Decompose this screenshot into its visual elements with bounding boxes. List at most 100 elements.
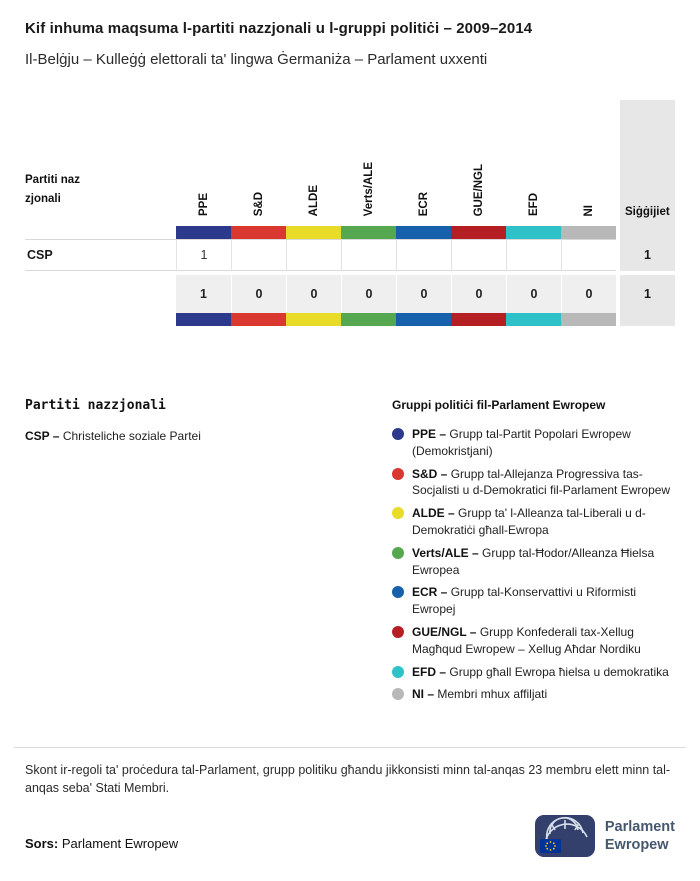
column-header-ppe: PPE: [176, 100, 231, 226]
color-bar-ecr: [396, 313, 451, 326]
footer-row: Sors: Parlament Ewropew: [25, 815, 675, 858]
legend-group-gue-ngl: GUE/NGL – Grupp Konfederali tax-Xellug M…: [392, 624, 675, 658]
color-bar-gue-ngl: [451, 313, 506, 326]
logo-wordmark: Parlament Ewropew: [605, 818, 675, 854]
verts-ale-color-dot-icon: [392, 546, 404, 559]
color-bar-efd: [506, 313, 561, 326]
group-abbr: GUE/NGL –: [412, 624, 477, 639]
legend-parties-title: Partiti nazzjonali: [25, 398, 166, 413]
sd-color-dot-icon: [392, 467, 404, 480]
row-header-cell: Partiti nazzjonali: [25, 100, 176, 226]
legend-group-sd: S&D – Grupp tal-Allejanza Progressiva ta…: [392, 466, 675, 500]
legend-group-ppe: PPE – Grupp tal-Partit Popolari Ewropew …: [392, 426, 675, 460]
spacer-cell: [25, 275, 176, 313]
cell-csp-seats: 1: [620, 239, 675, 271]
cell-csp-efd: [506, 239, 561, 271]
cell-csp-ppe: 1: [176, 239, 231, 271]
logo-word-line2: Ewropew: [604, 837, 669, 854]
seats-header-label: Siġġijiet: [625, 206, 670, 218]
spacer-cell: [25, 226, 176, 239]
column-header-efd: EFD: [506, 100, 561, 226]
total-alde: 0: [286, 275, 341, 313]
color-bar-row-top: [25, 226, 675, 239]
column-header-verts-ale: Verts/ALE: [341, 100, 396, 226]
legend-group-verts-ale: Verts/ALE – Grupp tal-Ħodor/Alleanza Ħie…: [392, 545, 675, 579]
total-seats: 1: [620, 275, 675, 313]
color-bar-ni: [561, 226, 616, 239]
total-sd: 0: [231, 275, 286, 313]
source-value: Parlament Ewropew: [58, 836, 179, 852]
color-bar-alde: [286, 226, 341, 239]
table-totals-row: 1 0 0 0 0 0 0 0 1: [25, 275, 675, 313]
logo-word-line1: Parlament: [604, 819, 675, 836]
cell-csp-alde: [286, 239, 341, 271]
total-ecr: 0: [396, 275, 451, 313]
page-subtitle: Il-Belġju – Kulleġġ elettorali ta' lingw…: [25, 51, 488, 68]
results-table: Partiti nazzjonali PPE S&D ALDE Verts/AL…: [25, 100, 675, 326]
cell-csp-verts-ale: [341, 239, 396, 271]
group-desc: Grupp tal-Konservattivi u Riformisti Ewr…: [412, 585, 637, 617]
column-header-label: Verts/ALE: [362, 161, 375, 216]
color-bar-ppe: [176, 226, 231, 239]
group-desc: Grupp għall Ewropa ħielsa u demokratika: [449, 664, 669, 679]
legend-group-ecr: ECR – Grupp tal-Konservattivi u Riformis…: [392, 584, 675, 618]
column-header-ecr: ECR: [396, 100, 451, 226]
page-title: Kif inhuma maqsuma l-partiti nazzjonali …: [25, 20, 533, 37]
seats-column-fill: [620, 313, 675, 326]
column-header-label: PPE: [197, 192, 210, 216]
gue-ngl-color-dot-icon: [392, 625, 404, 638]
total-ni: 0: [561, 275, 616, 313]
legend-groups-title: Gruppi politiċi fil-Parlament Ewropew: [392, 398, 606, 412]
color-bar-alde: [286, 313, 341, 326]
seats-column-fill: [620, 226, 675, 239]
column-header-label: ALDE: [307, 184, 320, 216]
column-header-label: NI: [582, 204, 595, 217]
color-bar-row-bottom: [25, 313, 675, 326]
color-bar-sd: [231, 313, 286, 326]
group-desc: Membri mhux affiljati: [437, 687, 548, 702]
cell-csp-gue-ngl: [451, 239, 506, 271]
color-bar-ni: [561, 313, 616, 326]
procedure-note: Skont ir-regoli ta' proċedura tal-Parlam…: [25, 763, 671, 796]
table-header-row: Partiti nazzjonali PPE S&D ALDE Verts/AL…: [25, 100, 675, 226]
column-header-label: S&D: [252, 191, 265, 216]
group-desc: Grupp tal-Partit Popolari Ewropew (Demok…: [412, 427, 631, 458]
source-line: Sors: Parlament Ewropew: [25, 836, 178, 857]
color-bar-ecr: [396, 226, 451, 239]
efd-color-dot-icon: [392, 665, 404, 678]
total-gue-ngl: 0: [451, 275, 506, 313]
cell-csp-ecr: [396, 239, 451, 271]
group-abbr: S&D –: [412, 466, 448, 481]
party-name-full: Christeliche soziale Partei: [62, 429, 201, 443]
legend-group-alde: ALDE – Grupp ta' l-Alleanza tal-Liberali…: [392, 505, 675, 539]
table-row-csp: CSP 1 1: [25, 239, 675, 271]
column-header-alde: ALDE: [286, 100, 341, 226]
color-bar-verts-ale: [341, 226, 396, 239]
group-abbr: EFD –: [412, 664, 447, 679]
legend-group-ni: NI – Membri mhux affiljati: [392, 686, 675, 703]
color-bar-verts-ale: [341, 313, 396, 326]
group-abbr: ALDE –: [412, 506, 455, 521]
column-header-ni: NI: [561, 100, 616, 226]
cell-csp-ni: [561, 239, 616, 271]
row-header-label: Partiti nazzjonali: [25, 174, 80, 205]
legend-political-groups: Gruppi politiċi fil-Parlament Ewropew PP…: [392, 398, 675, 709]
group-desc: Grupp Konfederali tax-Xellug Magħqud Ewr…: [412, 624, 641, 656]
alde-color-dot-icon: [392, 507, 404, 520]
total-efd: 0: [506, 275, 561, 313]
cell-csp-sd: [231, 239, 286, 271]
ecr-color-dot-icon: [392, 586, 404, 599]
group-abbr: ECR –: [412, 585, 448, 600]
color-bar-efd: [506, 226, 561, 239]
column-header-label: ECR: [417, 191, 430, 216]
color-bar-sd: [231, 226, 286, 239]
color-bar-ppe: [176, 313, 231, 326]
column-header-label: EFD: [527, 193, 540, 216]
legend-party-item: CSP – Christeliche soziale Partei: [25, 429, 392, 443]
ppe-color-dot-icon: [392, 428, 404, 440]
party-name: CSP: [25, 239, 176, 271]
legend-section: Partiti nazzjonali CSP – Christeliche so…: [25, 398, 675, 709]
footer-divider: [14, 747, 686, 749]
column-header-seats: Siġġijiet: [620, 100, 675, 226]
source-label: Sors:: [25, 836, 59, 852]
